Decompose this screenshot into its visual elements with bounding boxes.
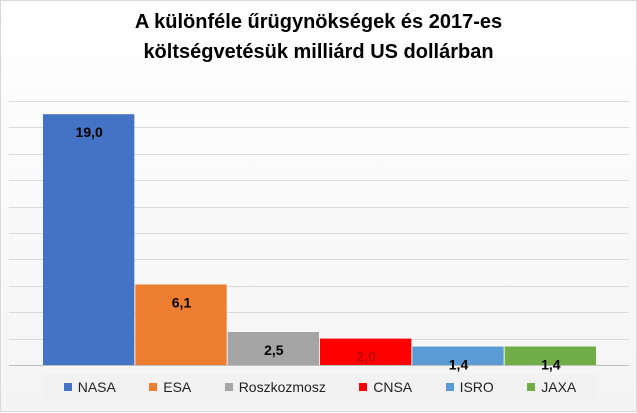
legend-label: NASA [77, 379, 116, 395]
legend-label: JAXA [541, 379, 577, 395]
bar-isro [412, 346, 504, 365]
legend-item-jaxa: JAXA [527, 379, 576, 395]
data-label-nasa: 19,0 [76, 124, 103, 140]
legend-swatch [224, 383, 233, 391]
bar-cnsa [320, 338, 412, 365]
data-label-esa: 6,1 [172, 294, 192, 310]
legend-swatch [359, 383, 368, 391]
legend-item-nasa: NASA [63, 379, 116, 395]
data-label-isro: 1,4 [449, 357, 469, 373]
legend-item-isro: ISRO [445, 379, 494, 395]
data-label-roszkozmosz: 2,5 [264, 342, 284, 358]
legend-label: Roszkozmosz [238, 379, 326, 395]
legend-swatch [445, 383, 454, 391]
legend-label: ESA [163, 379, 192, 395]
data-labels: 19,0 6,1 2,5 2,0 1,4 1,4 [76, 124, 561, 372]
bar-nasa [43, 114, 135, 365]
bar-roszkozmosz [227, 332, 319, 365]
legend: NASA ESA Roszkozmosz CNSA ISRO JAXA [41, 373, 599, 401]
legend-swatch [63, 383, 72, 391]
chart-title: A különféle űrügynökségek és 2017-es köl… [1, 7, 636, 67]
legend-item-roszkozmosz: Roszkozmosz [224, 379, 326, 395]
bars [43, 114, 596, 365]
legend-swatch [527, 383, 536, 391]
chart-title-line-2: költségvetésük milliárd US dollárban [143, 41, 494, 63]
bar-jaxa [504, 346, 596, 365]
data-label-cnsa: 2,0 [356, 349, 376, 365]
bar-esa [135, 284, 227, 365]
legend-swatch [149, 383, 158, 391]
chart-title-line-1: A különféle űrügynökségek és 2017-es [134, 11, 503, 33]
legend-item-cnsa: CNSA [359, 379, 412, 395]
legend-label: CNSA [373, 379, 413, 395]
data-label-jaxa: 1,4 [541, 357, 561, 373]
legend-item-esa: ESA [149, 379, 191, 395]
legend-label: ISRO [459, 379, 494, 395]
